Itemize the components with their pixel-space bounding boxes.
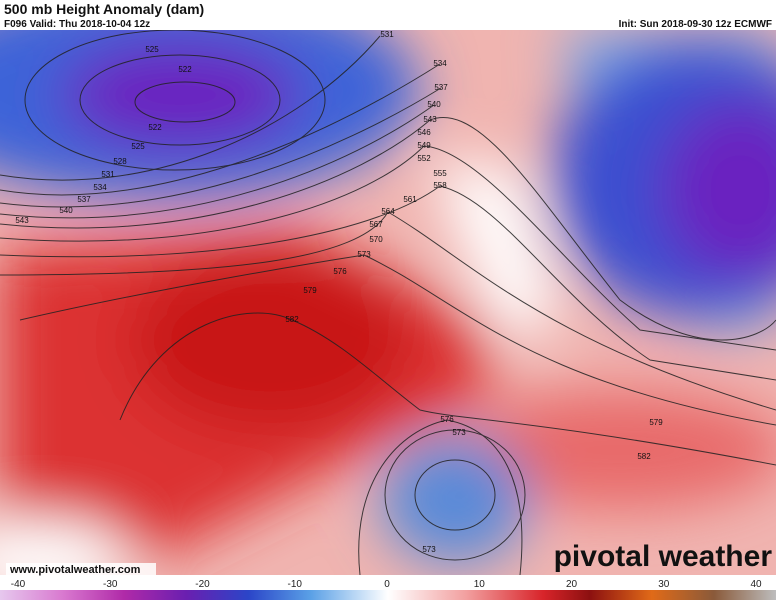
colorbar-tick: -10 xyxy=(288,579,303,590)
contour-label: 570 xyxy=(369,235,383,244)
colorbar-tick: 40 xyxy=(750,579,762,590)
colorbar-tick: -20 xyxy=(195,579,210,590)
contour-label: 546 xyxy=(417,128,431,137)
contour-label: 582 xyxy=(637,452,651,461)
contour-label: 573 xyxy=(452,428,466,437)
colorbar-tick: 30 xyxy=(658,579,670,590)
contour-label: 525 xyxy=(131,142,145,151)
logo: pivotal weather xyxy=(554,540,773,573)
init-time: Init: Sun 2018-09-30 12z ECMWF xyxy=(619,19,772,30)
colorbar xyxy=(0,590,776,600)
contour-label: 522 xyxy=(148,123,162,132)
contour-label: 522 xyxy=(178,65,192,74)
contour-label: 558 xyxy=(433,181,447,190)
contour-label: 534 xyxy=(93,183,107,192)
colorbar-tick: -30 xyxy=(103,579,118,590)
website-bg xyxy=(6,563,156,576)
contour-label: 576 xyxy=(440,415,454,424)
contour-label: 543 xyxy=(15,216,29,225)
contour-label: 579 xyxy=(303,286,317,295)
contour-label: 564 xyxy=(381,207,395,216)
valid-time: F096 Valid: Thu 2018-10-04 12z xyxy=(4,19,150,30)
contours xyxy=(0,30,776,575)
contour-label: 534 xyxy=(433,59,447,68)
contour-label: 543 xyxy=(423,115,437,124)
colorbar-tick: -40 xyxy=(11,579,26,590)
contour-label: 525 xyxy=(145,45,159,54)
contour-label: 528 xyxy=(113,157,127,166)
colorbar-tick: 0 xyxy=(384,579,390,590)
contour-label: 561 xyxy=(403,195,417,204)
colorbar-tick: 20 xyxy=(566,579,578,590)
map-title: 500 mb Height Anomaly (dam) xyxy=(4,1,204,17)
contour-label: 540 xyxy=(427,100,441,109)
contour-label: 567 xyxy=(369,220,383,229)
contour-label: 540 xyxy=(59,206,73,215)
contour-label: 531 xyxy=(380,30,394,39)
contour-label: 573 xyxy=(422,545,436,554)
website: www.pivotalweather.com xyxy=(9,564,141,576)
contour-label: 531 xyxy=(101,170,115,179)
contour-label: 573 xyxy=(357,250,371,259)
contour-label: 579 xyxy=(649,418,663,427)
colorbar-tick: 10 xyxy=(474,579,486,590)
contour-label: 582 xyxy=(285,315,299,324)
contour-label: 537 xyxy=(77,195,91,204)
contour-label: 537 xyxy=(434,83,448,92)
contour-label: 555 xyxy=(433,169,447,178)
contour-label: 576 xyxy=(333,267,347,276)
contour-label: 549 xyxy=(417,141,431,150)
contour-label: 552 xyxy=(417,154,431,163)
